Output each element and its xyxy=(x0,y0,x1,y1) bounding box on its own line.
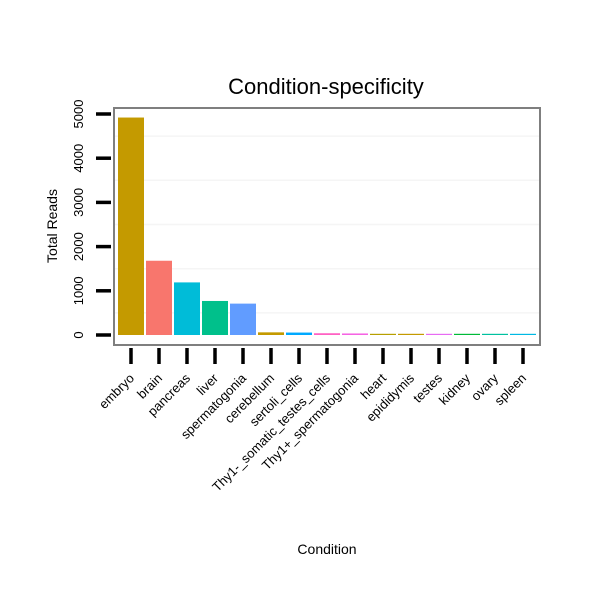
plot-panel-border xyxy=(113,107,541,346)
y-tick-label: 5000 xyxy=(71,100,86,129)
bar-brain xyxy=(146,260,172,335)
bar-Thy1+_spermatogonia xyxy=(342,333,368,335)
bar-Thy1-_somatic_testes_cells xyxy=(314,333,340,335)
y-axis: 0 1000 2000 3000 4000 5000 xyxy=(71,100,111,339)
bar-heart xyxy=(370,333,396,335)
y-tick-label: 2000 xyxy=(71,232,86,261)
y-tick-label: 1000 xyxy=(71,276,86,305)
y-tick-label: 3000 xyxy=(71,188,86,217)
x-axis-title: Condition xyxy=(297,541,356,557)
y-axis-title: Total Reads xyxy=(44,189,60,263)
bar-cerebellum xyxy=(258,332,284,335)
bar-embryo xyxy=(118,117,144,335)
bar-ovary xyxy=(482,333,508,335)
bar-testes xyxy=(426,333,452,335)
bar-kidney xyxy=(454,333,480,335)
y-tick-label: 0 xyxy=(71,331,86,338)
bar-pancreas xyxy=(174,282,200,335)
bars xyxy=(118,117,536,335)
y-tick-label: 4000 xyxy=(71,144,86,173)
bar-sertoli_cells xyxy=(286,332,312,335)
chart-title: Condition-specificity xyxy=(228,74,424,99)
bar-liver xyxy=(202,300,228,335)
bar-epididymis xyxy=(398,333,424,335)
bar-spleen xyxy=(510,333,536,335)
bar-spermatogonia xyxy=(230,303,256,335)
